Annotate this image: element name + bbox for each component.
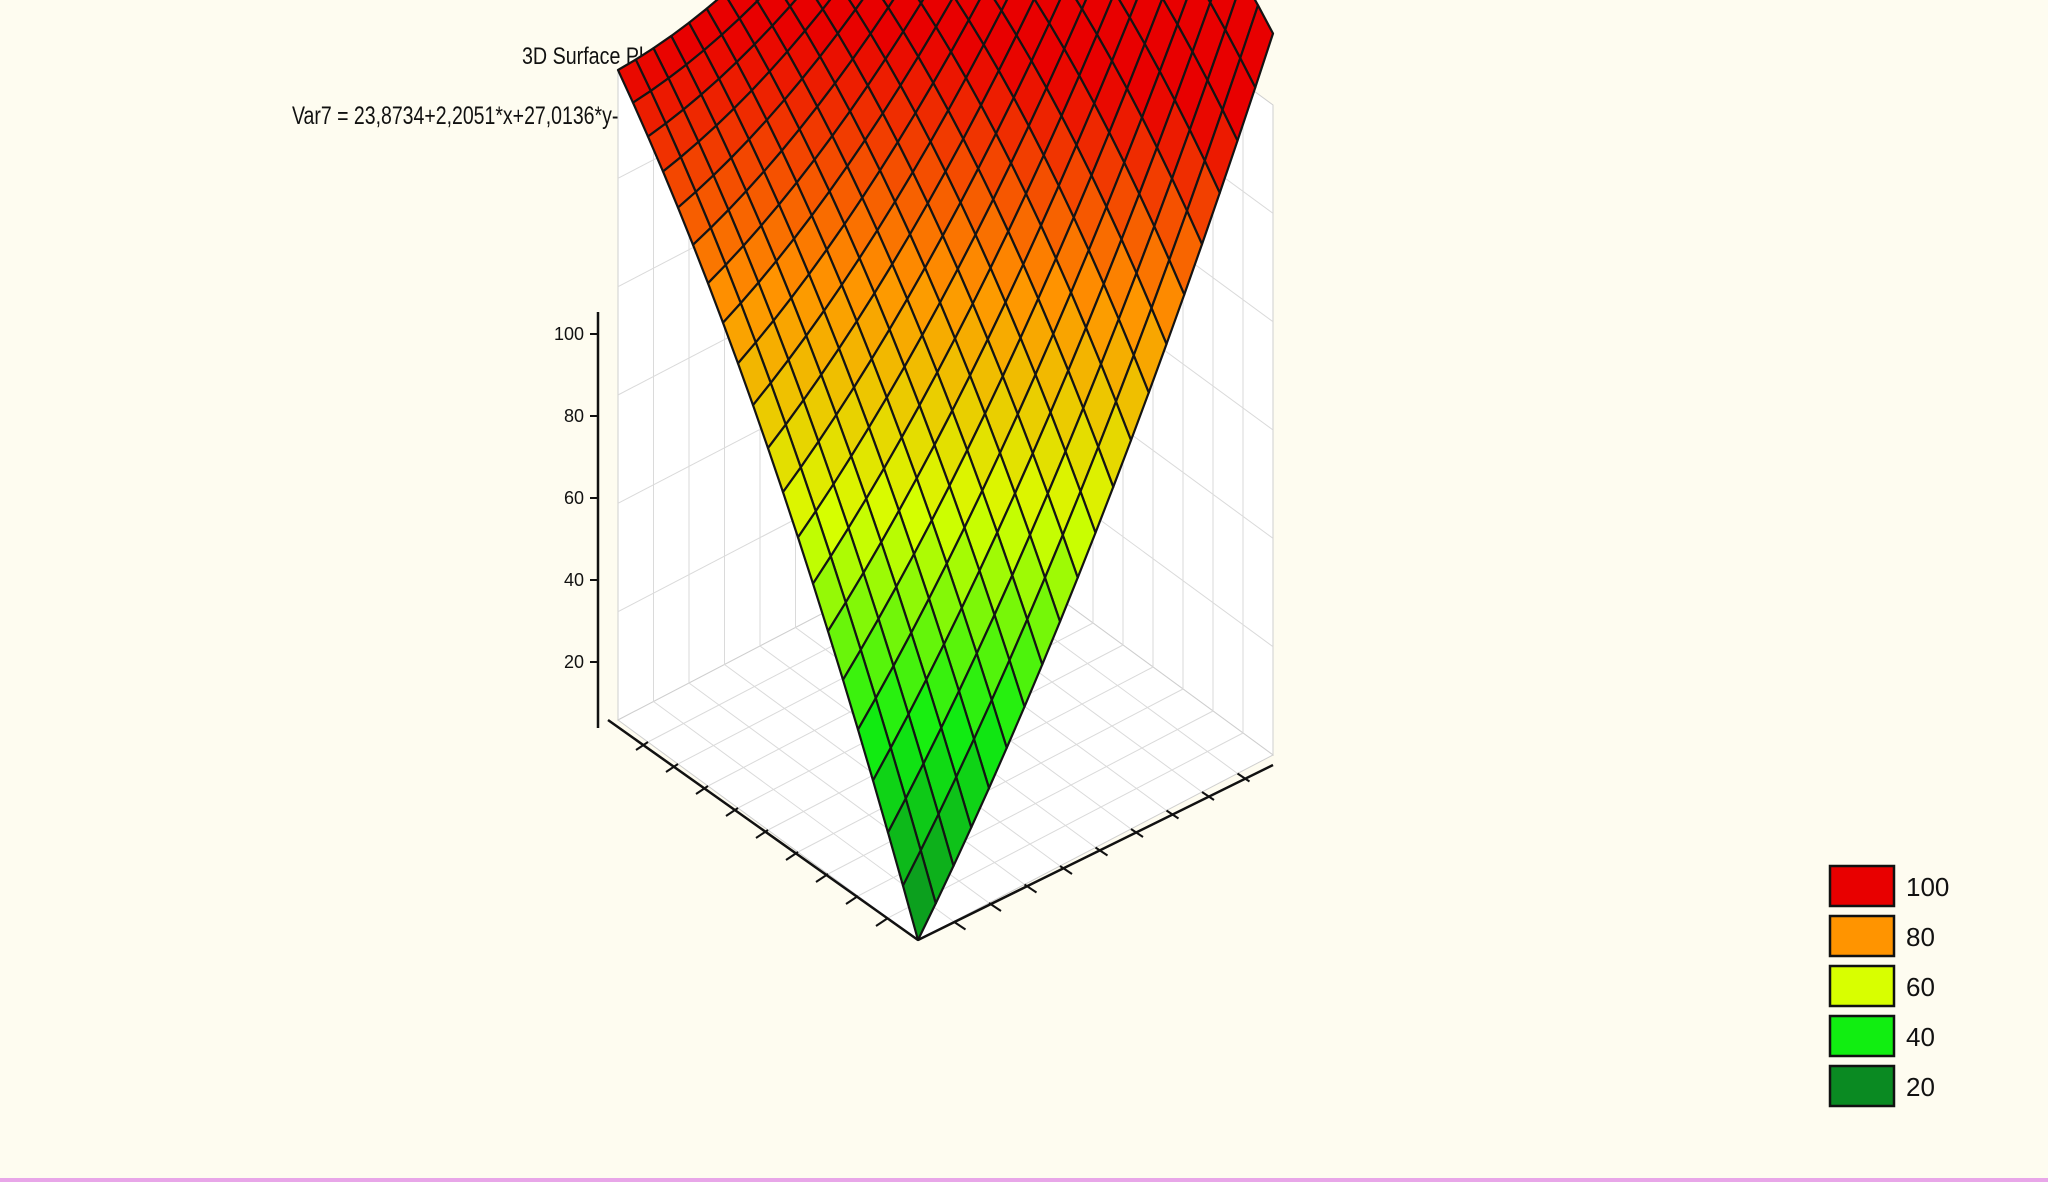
bottom-border (0, 1178, 2048, 1182)
x-tick (785, 851, 799, 861)
legend-label: 60 (1906, 972, 1935, 1002)
z-tick-label: 40 (564, 570, 584, 590)
legend-swatch (1828, 1064, 1896, 1108)
surface-cell (847, 0, 864, 11)
legend-label: 40 (1906, 1022, 1935, 1052)
legend-swatch (1828, 964, 1896, 1008)
y-tick (1165, 809, 1180, 820)
x-tick (875, 917, 889, 927)
axis-ticks: 100 80 60 40 20 (554, 324, 1251, 931)
x-tick (635, 741, 649, 751)
y-tick (988, 902, 1002, 912)
y-tick (1059, 865, 1073, 875)
surface-mesh (616, 0, 1275, 942)
x-tick (815, 873, 829, 883)
z-tick-label: 60 (564, 488, 584, 508)
surface-cell (993, 0, 1009, 12)
z-tick-label: 20 (564, 652, 584, 672)
y-tick (1201, 791, 1215, 801)
legend-label: 20 (1906, 1072, 1935, 1102)
y-tick (1023, 883, 1038, 894)
y-tick (1094, 846, 1109, 857)
surface-cell (901, 849, 937, 942)
legend-label: 80 (1906, 922, 1935, 952)
y-tick (1130, 828, 1144, 838)
x-tick (695, 785, 709, 795)
x-axis-line (607, 718, 919, 942)
legend: 100 80 60 40 20 (1828, 864, 1949, 1108)
surface-cell (815, 0, 832, 11)
x-tick (665, 763, 679, 773)
y-tick (952, 920, 967, 931)
y-tick (1236, 772, 1251, 783)
z-tick-label: 80 (564, 406, 584, 426)
legend-swatch (1828, 864, 1896, 908)
x-tick (725, 807, 739, 817)
legend-label: 100 (1906, 872, 1949, 902)
z-tick-label: 100 (554, 324, 584, 344)
y-axis-line (917, 763, 1274, 942)
plot-axes (596, 312, 1274, 942)
legend-swatch (1828, 1014, 1896, 1058)
x-tick (845, 895, 859, 905)
x-tick (755, 829, 769, 839)
legend-swatch (1828, 914, 1896, 958)
